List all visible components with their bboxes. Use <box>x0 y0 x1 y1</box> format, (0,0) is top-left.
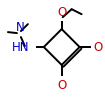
Text: N: N <box>16 21 24 34</box>
Text: HN: HN <box>12 41 30 54</box>
Text: O: O <box>57 79 66 92</box>
Text: O: O <box>57 6 66 19</box>
Text: O: O <box>94 41 103 54</box>
